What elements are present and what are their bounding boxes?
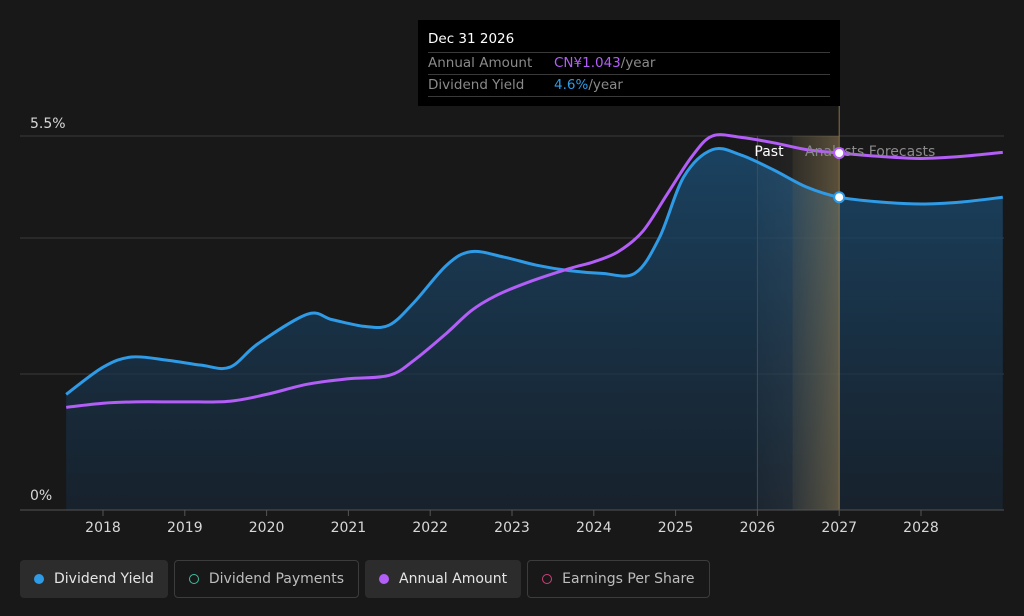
dividend-yield-marker [833,191,846,204]
chart-tooltip: Dec 31 2026 Annual Amount CN¥1.043 /year… [418,20,840,106]
chart-legend: Dividend Yield Dividend Payments Annual … [20,560,710,598]
x-tick-label: 2021 [331,520,367,536]
forecast-label: Analysts Forecasts [805,144,935,160]
legend-earnings-per-share-label: Earnings Per Share [562,571,695,587]
y-tick-label-bottom: 0% [30,488,52,504]
legend-dividend-payments[interactable]: Dividend Payments [173,560,360,598]
legend-dividend-yield[interactable]: Dividend Yield [20,560,168,598]
annual-amount-marker [833,147,846,159]
tooltip-dividend-yield-row: Dividend Yield 4.6% /year [428,74,830,97]
tooltip-annual-amount-row: Annual Amount CN¥1.043 /year [428,52,830,74]
tooltip-date: Dec 31 2026 [428,31,515,47]
tooltip-annual-amount-unit: /year [620,55,656,71]
x-tick-label: 2025 [658,520,694,536]
annual-amount-line [66,133,1003,409]
x-tick-label: 2026 [740,520,776,536]
legend-annual-amount[interactable]: Annual Amount [365,560,522,598]
earnings-per-share-ring-icon [542,574,553,584]
tooltip-dividend-yield-value: 4.6% [554,77,589,93]
dividend-yield-dot-icon [34,574,44,584]
past-label: Past [754,144,784,160]
x-tick-label: 2019 [167,520,203,536]
x-tick-label: 2018 [85,520,121,536]
x-tick-label: 2022 [412,520,448,536]
forecast-band [792,136,840,510]
dividend-yield-line [65,146,1003,396]
legend-dividend-payments-label: Dividend Payments [208,571,345,587]
tooltip-dividend-yield-label: Dividend Yield [428,77,525,93]
dividend-payments-ring-icon [188,574,199,584]
x-tick-label: 2027 [821,520,857,536]
legend-annual-amount-label: Annual Amount [399,571,508,587]
x-tick-label: 2020 [249,520,285,536]
legend-dividend-yield-label: Dividend Yield [54,571,154,587]
x-tick-label: 2028 [903,520,939,536]
x-tick-label: 2023 [494,520,530,536]
x-tick-label: 2024 [576,520,612,536]
tooltip-dividend-yield-unit: /year [588,77,623,93]
annual-amount-dot-icon [379,574,390,584]
tooltip-annual-amount-label: Annual Amount [428,55,533,71]
legend-earnings-per-share[interactable]: Earnings Per Share [527,560,710,598]
y-tick-label-top: 5.5% [30,116,66,132]
tooltip-annual-amount-value: CN¥1.043 [554,55,621,71]
